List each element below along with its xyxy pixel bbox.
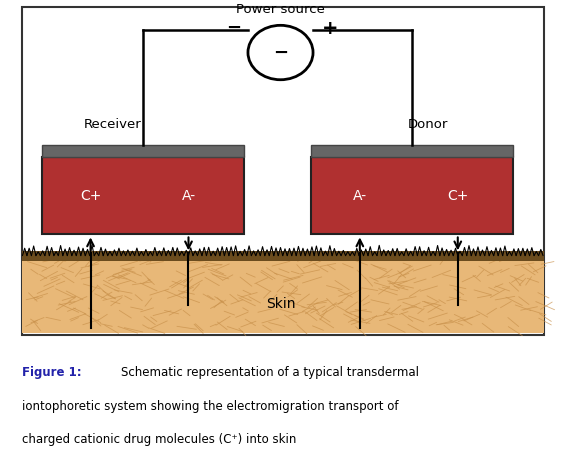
Text: Figure 1:: Figure 1:	[22, 366, 82, 379]
Text: −: −	[227, 19, 241, 37]
Text: A-: A-	[181, 189, 196, 203]
Text: C+: C+	[447, 189, 468, 203]
Text: C+: C+	[80, 189, 101, 203]
Bar	[22, 7, 544, 335]
Bar	[22, 251, 544, 261]
Text: Schematic representation of a typical transdermal: Schematic representation of a typical tr…	[121, 366, 419, 379]
Text: −: −	[273, 44, 288, 61]
Text: Power source: Power source	[236, 3, 325, 16]
Bar	[42, 157, 244, 234]
Text: Donor: Donor	[407, 118, 448, 131]
Text: A-: A-	[353, 189, 367, 203]
Bar	[42, 145, 244, 157]
Circle shape	[248, 25, 313, 80]
Bar	[22, 256, 544, 333]
Text: Receiver: Receiver	[84, 118, 141, 131]
Bar	[311, 145, 513, 157]
Text: +: +	[321, 19, 338, 38]
Bar	[311, 157, 513, 234]
Text: charged cationic drug molecules (C⁺) into skin: charged cationic drug molecules (C⁺) int…	[22, 433, 297, 446]
Text: iontophoretic system showing the electromigration transport of: iontophoretic system showing the electro…	[22, 400, 399, 413]
Text: Skin: Skin	[266, 297, 295, 310]
